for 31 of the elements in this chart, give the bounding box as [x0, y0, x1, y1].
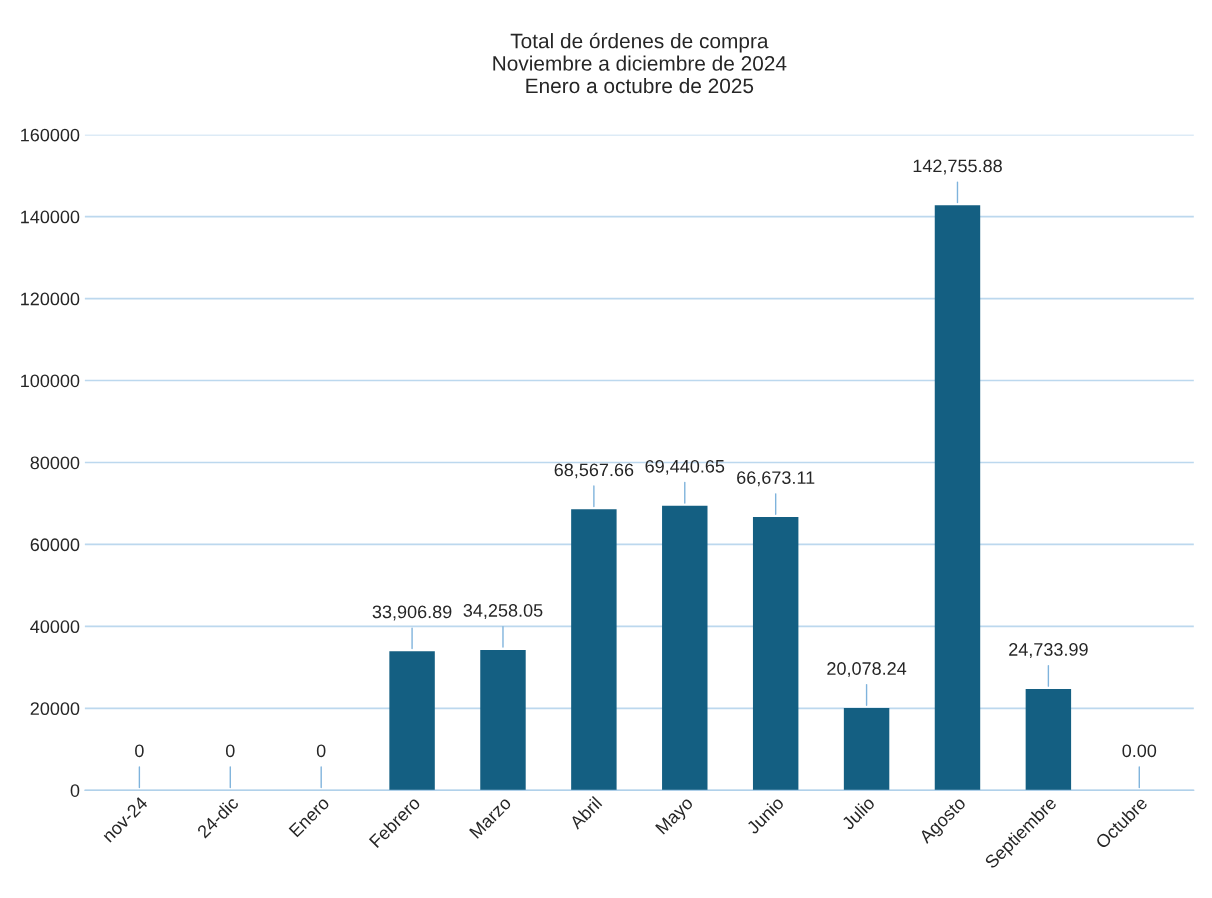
- chart-title: Total de órdenes de compra Noviembre a diciembre de 2024 Enero a octubre de 2025: [493, 32, 787, 94]
- y-tick-label: 160000: [21, 128, 80, 142]
- y-tick-label: 60000: [30, 538, 80, 552]
- y-tick-label: 140000: [21, 210, 80, 224]
- data-label: 0.00: [1122, 744, 1157, 758]
- data-label: 142,755.88: [913, 159, 1002, 175]
- data-label: 69,440.65: [645, 459, 725, 475]
- y-tick-label: 80000: [30, 456, 80, 470]
- data-label: 0: [225, 744, 235, 758]
- data-label: 33,906.89: [372, 605, 452, 621]
- bar: [662, 505, 708, 791]
- y-tick-label: 100000: [21, 374, 80, 388]
- bar: [934, 205, 981, 791]
- x-tick-label: Julio: [840, 795, 876, 831]
- y-tick-label: 20000: [30, 702, 80, 716]
- data-label: 0: [135, 744, 144, 758]
- data-label: 66,673.11: [737, 471, 815, 487]
- bar: [571, 509, 617, 791]
- bar: [480, 649, 526, 791]
- data-label: 68,567.66: [554, 463, 634, 479]
- bar: [1025, 688, 1072, 791]
- bar: [389, 651, 435, 791]
- y-tick-label: 120000: [21, 292, 80, 306]
- data-label: 24,733.99: [1009, 643, 1088, 658]
- bar: [752, 517, 799, 791]
- bar: [843, 707, 890, 791]
- data-label: 20,078.24: [827, 662, 907, 678]
- y-tick-label: 40000: [30, 620, 80, 634]
- y-tick-label: 0: [70, 784, 80, 797]
- data-label: 34,258.05: [463, 604, 543, 619]
- data-label: 0: [316, 744, 326, 758]
